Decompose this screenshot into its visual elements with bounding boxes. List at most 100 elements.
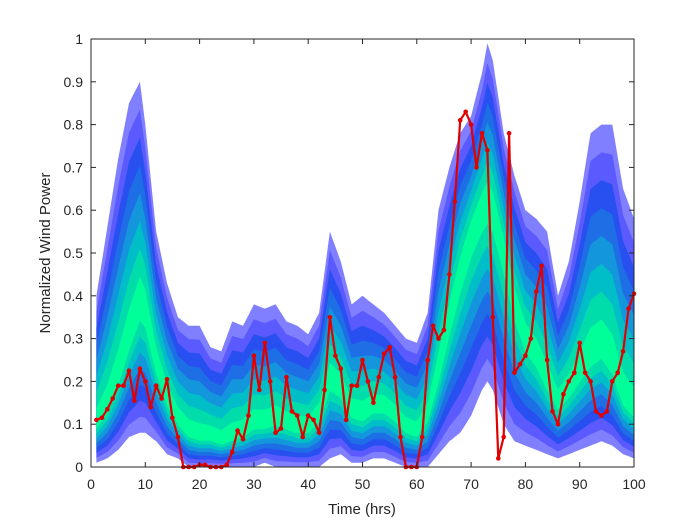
observed-point: [132, 398, 137, 404]
observed-point: [202, 462, 208, 468]
observed-point: [457, 118, 463, 123]
observed-point: [115, 383, 121, 389]
x-tick-label: 10: [138, 476, 154, 492]
observed-point: [94, 417, 99, 423]
observed-point: [121, 383, 126, 389]
y-tick-label: 0.1: [64, 416, 84, 432]
observed-point: [626, 306, 631, 311]
observed-point: [235, 428, 240, 433]
observed-point: [463, 109, 469, 115]
uncertainty-band-8: [96, 181, 634, 445]
observed-point: [289, 409, 295, 414]
observed-point: [333, 353, 338, 359]
observed-point: [398, 434, 403, 440]
observed-point: [159, 396, 164, 401]
observed-point: [582, 370, 588, 376]
observed-point: [284, 374, 289, 380]
y-tick-label: 0.8: [64, 117, 84, 133]
observed-point: [295, 413, 300, 418]
observed-point: [148, 404, 153, 410]
observed-point: [387, 344, 393, 350]
observed-point: [501, 434, 507, 440]
observed-point: [392, 374, 398, 380]
observed-point: [436, 336, 441, 341]
observed-point: [327, 314, 333, 320]
observed-point: [555, 421, 561, 427]
observed-point: [300, 434, 306, 440]
x-axis-label: Time (hrs): [328, 501, 396, 518]
observed-point: [517, 362, 523, 367]
observed-point: [240, 436, 246, 442]
observed-point: [496, 456, 501, 461]
observed-point: [620, 349, 626, 354]
observed-point: [137, 366, 143, 371]
observed-point: [577, 340, 582, 346]
observed-point: [224, 462, 230, 468]
y-tick-label: 0.6: [64, 202, 84, 218]
observed-point: [322, 387, 327, 393]
observed-point: [593, 409, 599, 414]
y-tick-label: 0.4: [64, 288, 84, 304]
observed-point: [343, 417, 349, 423]
observed-point: [170, 415, 175, 421]
observed-point: [251, 353, 257, 359]
observed-point: [349, 383, 354, 389]
observed-point: [153, 383, 159, 389]
y-tick-label: 0.5: [64, 245, 84, 261]
observed-point: [246, 413, 251, 418]
observed-point: [105, 406, 110, 412]
x-tick-label: 80: [518, 476, 534, 492]
observed-point: [539, 263, 544, 269]
observed-point: [544, 357, 550, 363]
observed-point: [479, 130, 485, 136]
observed-point: [588, 379, 593, 384]
observed-point: [311, 417, 316, 423]
x-tick-label: 40: [300, 476, 316, 492]
observed-point: [267, 379, 273, 384]
y-axis-label: Normalized Wind Power: [37, 173, 54, 334]
x-tick-label: 70: [463, 476, 479, 492]
observed-point: [360, 357, 365, 363]
observed-point: [175, 434, 181, 440]
observed-point: [534, 289, 539, 294]
observed-point: [468, 122, 474, 127]
observed-point: [99, 415, 105, 421]
observed-point: [229, 449, 235, 455]
observed-point: [273, 430, 278, 436]
x-tick-label: 100: [622, 476, 646, 492]
observed-point: [615, 370, 620, 376]
observed-point: [452, 199, 458, 204]
observed-point: [474, 165, 479, 170]
y-tick-label: 0.7: [64, 159, 84, 175]
observed-point: [490, 314, 496, 320]
observed-point: [572, 370, 577, 376]
observed-point: [566, 379, 572, 384]
observed-point: [447, 272, 452, 277]
x-tick-label: 90: [572, 476, 588, 492]
y-axis: 0 0.1 0.2 0.3 0.4 0.5 0.6 0.7 0.8 0.9 1: [64, 31, 634, 475]
observed-point: [523, 353, 528, 359]
observed-point: [604, 409, 610, 414]
y-tick-label: 1: [75, 31, 83, 47]
x-axis: 0 10 20 30 40 50 60 70 80 90 100: [87, 39, 646, 492]
y-tick-label: 0: [75, 459, 83, 475]
observed-point: [512, 370, 517, 376]
observed-point: [371, 400, 376, 406]
x-tick-label: 50: [355, 476, 371, 492]
observed-point: [316, 430, 322, 436]
observed-point: [381, 351, 387, 356]
observed-point: [338, 366, 344, 371]
forecast-uncertainty-bands: [96, 43, 634, 468]
observed-point: [262, 340, 268, 346]
y-tick-label: 0.3: [64, 331, 84, 347]
observed-point: [528, 336, 534, 341]
x-tick-label: 60: [409, 476, 425, 492]
observed-point: [430, 323, 436, 329]
observed-point: [561, 391, 566, 397]
observed-point: [599, 413, 604, 418]
observed-point: [550, 409, 555, 414]
y-tick-label: 0.2: [64, 373, 84, 389]
x-tick-label: 30: [246, 476, 262, 492]
observed-point: [441, 327, 447, 333]
